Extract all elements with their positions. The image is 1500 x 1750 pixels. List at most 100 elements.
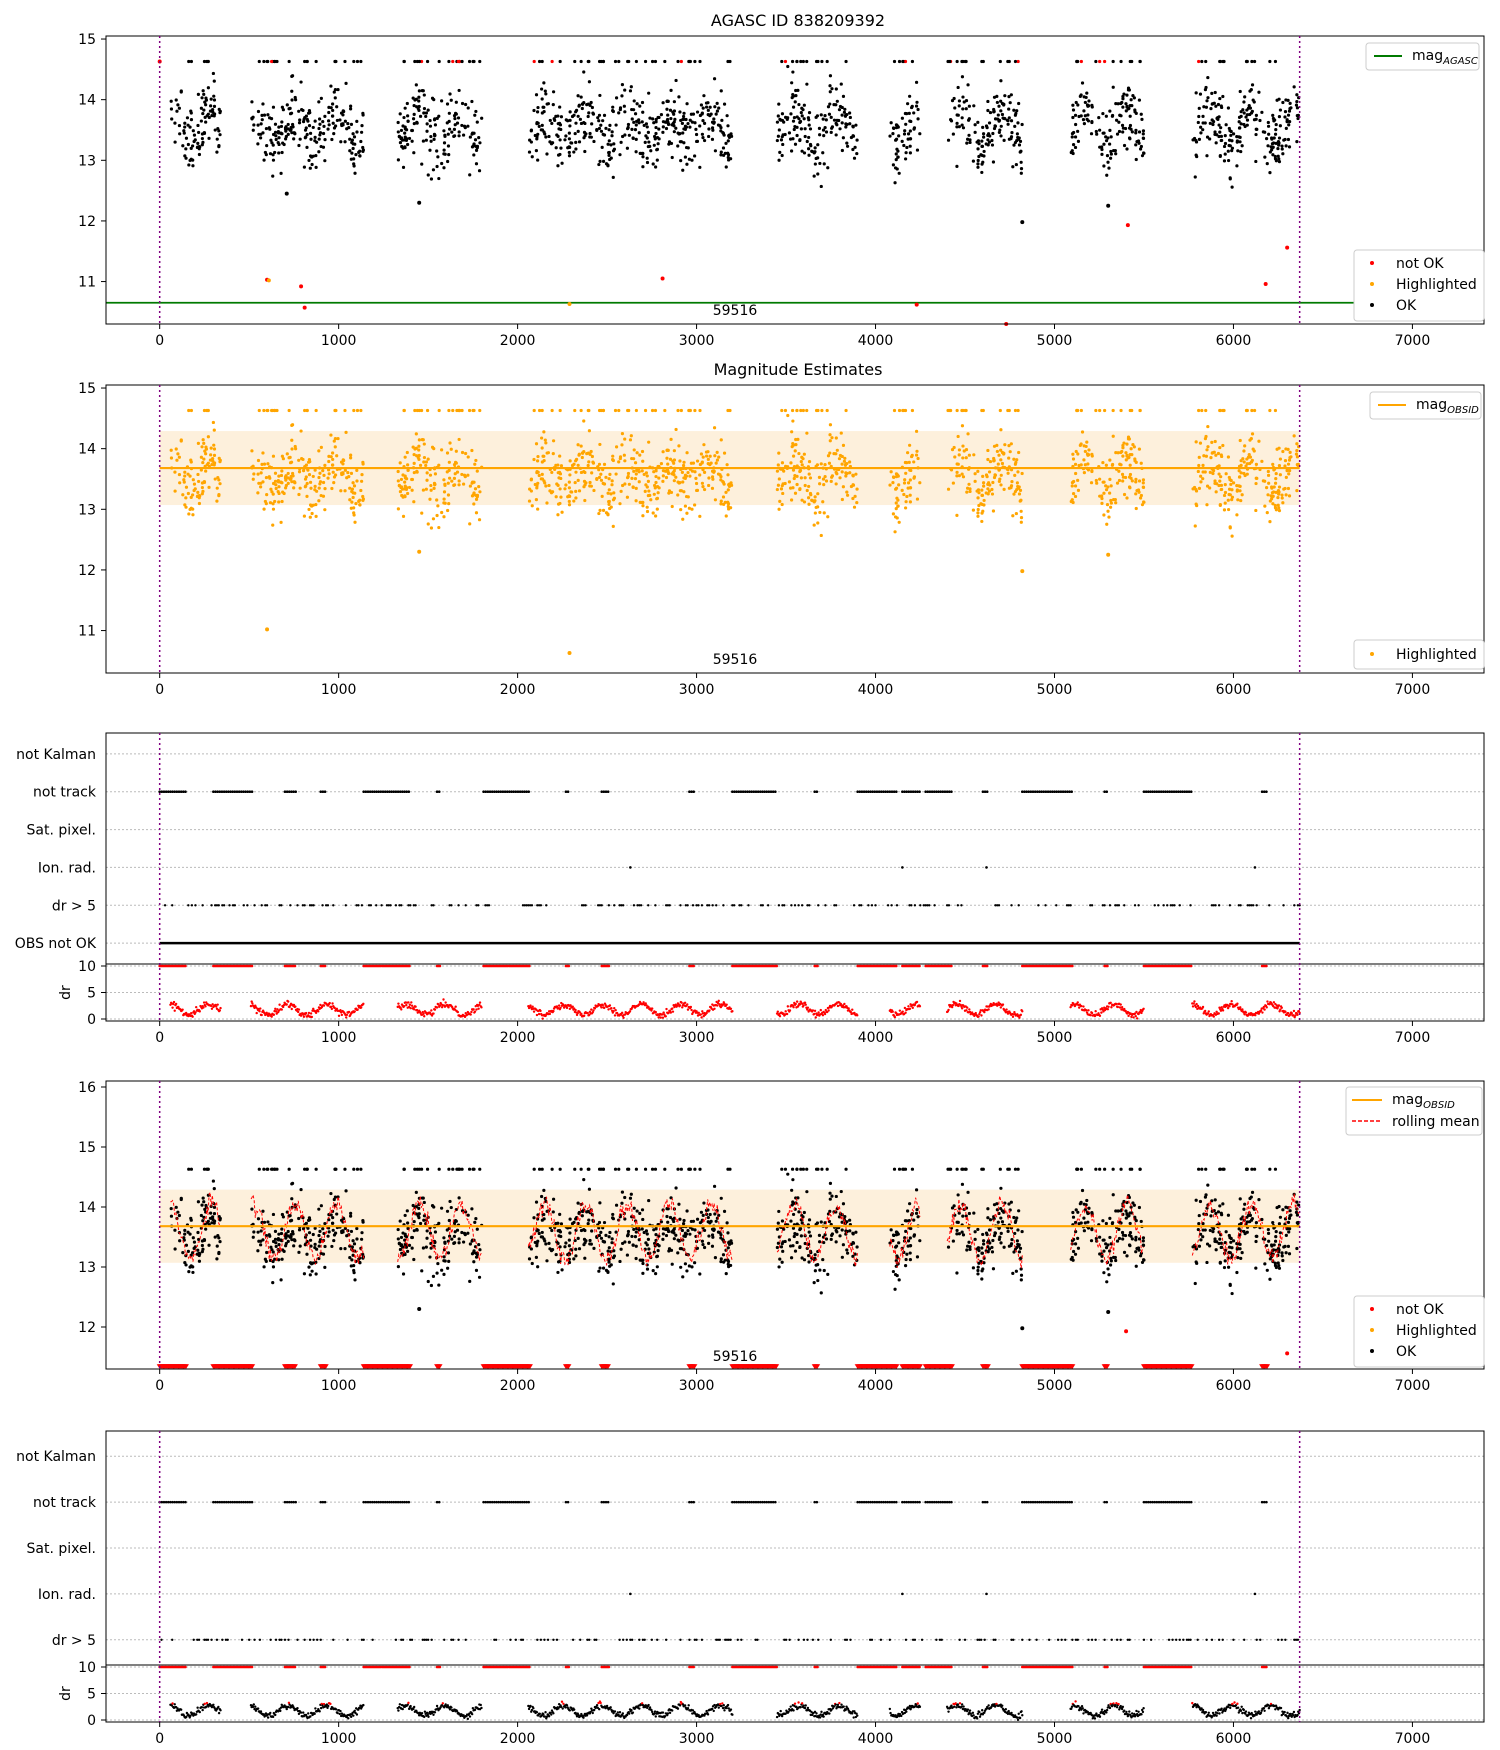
ok-point [428,124,433,128]
highlight-point [447,502,451,506]
ok-point [576,114,580,118]
highlight-point [1240,493,1244,497]
ok-point [1002,138,1006,142]
ok-point [710,137,715,141]
ok-point [556,164,560,168]
ok-point [986,99,990,104]
ok-point [540,87,544,91]
highlight-point [1016,484,1020,489]
highlight-point [437,463,441,467]
highlight-point [1141,485,1145,489]
highlight-point [453,472,457,476]
ok-point [598,159,602,163]
ok-point [779,138,784,142]
ok-point [352,157,356,161]
ok-point [1231,132,1236,136]
highlight-point [187,408,191,413]
ok-point [1295,113,1299,118]
ok-point [1271,153,1275,157]
highlight-point [812,523,816,527]
highlight-point [976,496,980,500]
highlight-point [397,484,401,488]
highlight-point [806,496,811,500]
ok-point [1076,103,1080,107]
highlight-point [625,495,630,499]
ok-point [1107,166,1111,170]
ok-point [261,131,265,135]
ok-point [910,105,914,110]
flag-point [913,904,917,907]
highlight-point [676,408,680,413]
highlight-point [458,408,462,413]
highlight-point [679,507,683,512]
ok-point [417,99,421,103]
ok-point [837,108,842,112]
ok-point [271,143,275,147]
ok-point [678,110,682,114]
highlight-point [352,513,356,517]
ok-point [447,119,451,123]
ok-point [641,155,645,159]
highlight-point [955,408,959,413]
ok-point [1294,103,1299,107]
ok-point [1277,160,1282,164]
ok-point [955,113,959,117]
highlight-point [1139,461,1143,465]
flag-point [613,904,616,907]
ok-point [654,125,658,130]
flag-point [629,866,632,869]
highlight-point [980,488,984,492]
highlight-point [632,448,636,452]
ok-point [1011,165,1015,169]
ok-point [644,122,649,126]
flag-point [1251,904,1255,907]
ok-point [996,113,1000,117]
highlight-point [353,491,357,495]
ok-point [845,144,850,148]
ok-point [1211,122,1215,127]
ok-point [1014,162,1018,167]
highlight-point [666,462,670,466]
highlight-point [540,436,544,440]
highlight-point [577,489,582,493]
ok-point [191,129,195,133]
highlight-point [915,497,920,501]
highlight-point [1098,408,1102,413]
flag-point [766,904,770,907]
ok-point [677,95,681,99]
dr-point [216,1003,219,1006]
ok-point [257,59,261,64]
highlight-point [290,480,294,484]
dr-point [181,1008,184,1011]
highlight-point [1218,479,1222,483]
highlight-point [1071,492,1076,496]
highlight-point [908,493,912,497]
ok-point [400,137,404,141]
flag-point [177,790,181,793]
highlight-point [429,526,434,530]
highlight-point [973,472,977,476]
highlight-point [819,533,823,538]
highlight-point [840,462,844,466]
dr-point [422,1015,426,1018]
dr-point [1265,964,1268,968]
ok-point [351,132,355,136]
highlight-point [350,500,354,504]
ok-point [671,110,675,114]
highlight-point [1126,435,1131,439]
ok-point [1228,176,1232,180]
highlight-point [1273,408,1278,413]
highlight-point [250,449,254,453]
highlight-point [279,480,283,484]
dr-point [559,1006,562,1010]
highlight-point [1219,453,1223,457]
ok-point [279,171,283,175]
ok-point [189,118,194,122]
highlight-point [175,458,179,462]
highlight-point [1230,488,1234,492]
ok-point [579,59,583,64]
highlight-point [651,511,655,515]
ok-point [169,99,173,103]
highlight-point [904,471,908,475]
highlight-point [1071,452,1075,456]
